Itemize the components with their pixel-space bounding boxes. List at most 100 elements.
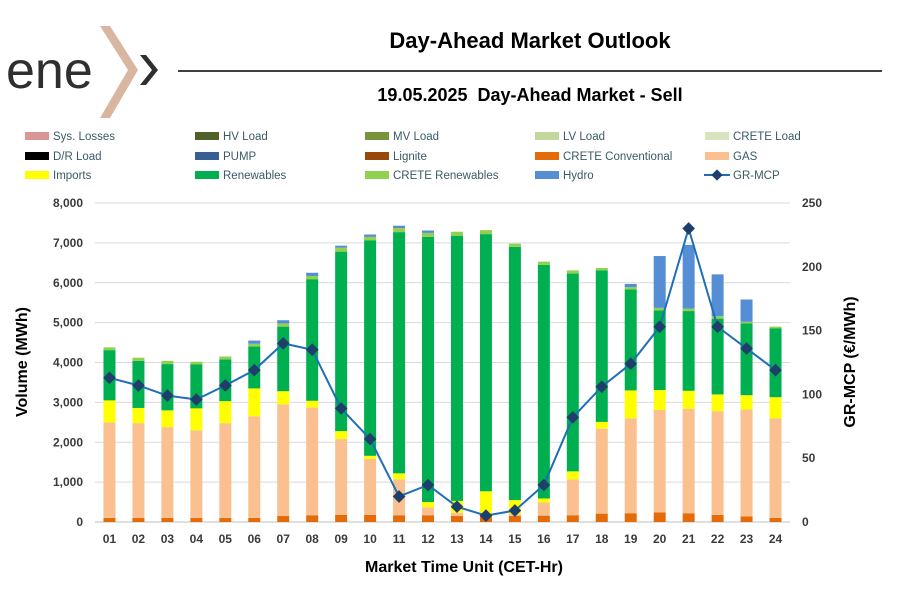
bar-segment (277, 404, 290, 517)
x-tick-label: 07 (277, 532, 291, 546)
mcp-point (103, 371, 116, 385)
bar-segment (566, 471, 579, 480)
bar-segment (306, 272, 319, 276)
y2-tick-label: 200 (802, 260, 822, 274)
bar-segment (537, 502, 550, 516)
mcp-point (334, 402, 348, 415)
bar-stack (393, 225, 406, 522)
bar-segment (364, 234, 377, 237)
y-tick-label: 1,000 (53, 475, 83, 489)
bar-segment (711, 411, 724, 515)
x-tick-label: 24 (769, 532, 783, 546)
bar-segment (450, 231, 463, 236)
bar-segment (335, 251, 348, 432)
bar-segment (624, 289, 637, 391)
bar-stack (335, 245, 348, 522)
bar-segment (190, 408, 203, 431)
y2-tick-label: 150 (802, 324, 822, 338)
legend-swatch (25, 171, 49, 179)
bar-segment (537, 515, 550, 522)
bar-segment (132, 423, 145, 519)
bar-segment (422, 507, 435, 516)
bar-segment (161, 518, 174, 522)
bar-stack (277, 320, 290, 522)
bar-segment (306, 279, 319, 401)
bar-stack (479, 230, 492, 522)
bar-segment (277, 323, 290, 327)
x-tick-label: 05 (219, 532, 233, 546)
bar-segment (711, 316, 724, 319)
y2-axis-ticks: 0 50 100 150 200 250 (802, 196, 822, 529)
bar-segment (740, 395, 753, 410)
bar-segment (277, 516, 290, 522)
x-tick-label: 11 (393, 532, 406, 546)
bar-segment (479, 491, 492, 515)
bar-segment (335, 245, 348, 248)
bar-segment (132, 357, 145, 361)
legend-label: CRETE Conventional (563, 151, 672, 163)
bar-segment (248, 416, 261, 519)
bar-segment (161, 410, 174, 428)
bar-segment (682, 390, 695, 409)
legend-item: GAS (705, 151, 758, 163)
y2-tick-label: 250 (802, 196, 822, 210)
x-axis-ticks: 01 02 03 04 05 06 07 08 09 10 11 12 13 14 15 16 17 18 19 20… (103, 532, 783, 546)
bar-segment (190, 430, 203, 519)
bar-segment (248, 388, 261, 417)
legend-marker (711, 169, 723, 181)
x-tick-label: 14 (479, 532, 493, 546)
mcp-point (276, 336, 290, 350)
bar-segment (190, 361, 203, 365)
bar-segment (566, 273, 579, 472)
x-tick-label: 15 (508, 532, 522, 546)
x-tick-label: 18 (595, 532, 609, 546)
legend-swatch (535, 132, 559, 140)
mcp-point (508, 504, 522, 517)
legend-swatch (365, 152, 389, 160)
bar-segment (711, 274, 724, 317)
bar-segment (422, 230, 435, 233)
x-tick-label: 03 (161, 532, 175, 546)
gridlines (95, 202, 790, 523)
bar-stack (711, 274, 724, 522)
legend-swatch (705, 152, 729, 160)
mcp-polyline (109, 224, 777, 517)
bar-segment (537, 498, 550, 503)
x-tick-label: 08 (306, 532, 320, 546)
y2-tick-label: 50 (802, 451, 816, 465)
x-tick-label: 02 (132, 532, 146, 546)
legend-item: CRETE Load (705, 131, 801, 143)
bar-segment (364, 458, 377, 515)
bar-segment (422, 502, 435, 508)
page-title: Day-Ahead Market Outlook (389, 28, 671, 53)
bar-segment (219, 518, 232, 522)
stacked-bars (103, 225, 782, 522)
legend-label: D/R Load (53, 151, 102, 163)
bar-segment (248, 518, 261, 522)
y-tick-label: 3,000 (53, 395, 83, 409)
bar-segment (132, 518, 145, 522)
y2-axis-label: GR-MCP (€/MWh) (842, 296, 859, 427)
legend-item: Renewables (195, 170, 287, 182)
legend-item: Imports (25, 170, 92, 182)
x-tick-label: 16 (537, 532, 551, 546)
bar-segment (624, 283, 637, 288)
bar-stack (595, 267, 608, 522)
y-tick-label: 5,000 (53, 316, 83, 330)
legend-label: Lignite (393, 151, 427, 163)
bar-segment (479, 230, 492, 235)
bar-segment (769, 328, 782, 398)
y2-tick-label: 0 (802, 515, 809, 529)
bar-segment (653, 512, 666, 522)
bar-segment (393, 232, 406, 474)
bar-segment (653, 390, 666, 410)
legend-label: CRETE Load (733, 131, 801, 143)
bar-segment (711, 394, 724, 412)
bar-segment (306, 407, 319, 516)
y-tick-label: 7,000 (53, 236, 83, 250)
bar-segment (566, 515, 579, 522)
bar-segment (537, 261, 550, 265)
mcp-point (305, 343, 319, 357)
legend-label: MV Load (393, 131, 439, 143)
